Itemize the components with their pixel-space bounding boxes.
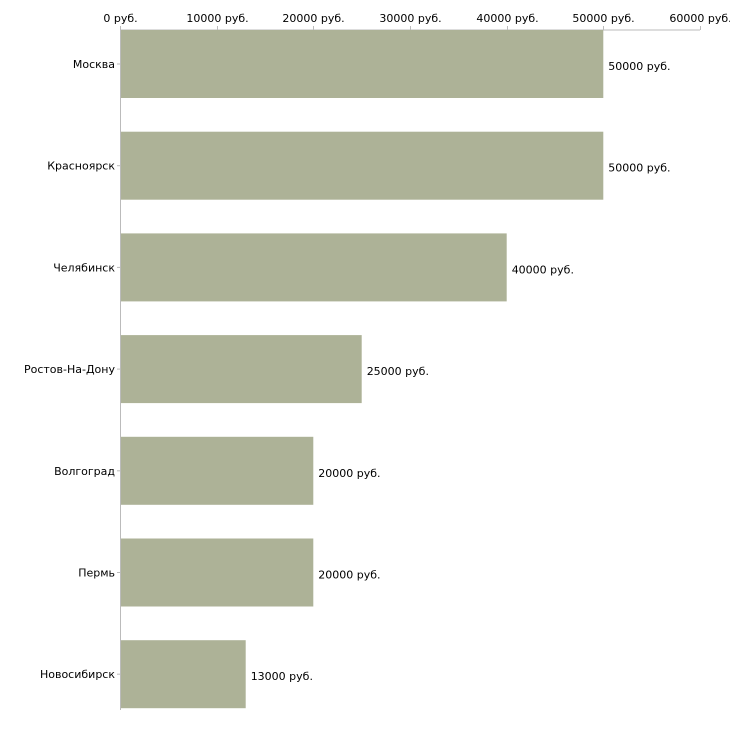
category-label: Пермь <box>78 567 115 580</box>
bar <box>121 233 507 302</box>
x-axis: 0 руб. 10000 руб. 20000 руб. 30000 руб. 4000… <box>103 12 730 31</box>
bar-value-label: 20000 руб. <box>318 569 380 582</box>
bar <box>121 640 246 709</box>
x-tick-label: 40000 руб. <box>476 12 538 25</box>
x-tick-label: 60000 руб. <box>669 12 730 25</box>
bar <box>121 538 314 607</box>
category-label: Москва <box>73 58 115 71</box>
category-label: Волгоград <box>54 465 115 478</box>
x-tick-label: 10000 руб. <box>186 12 248 25</box>
bar <box>121 30 604 98</box>
bar <box>121 335 362 404</box>
x-tick-label: 20000 руб. <box>282 12 344 25</box>
bar-value-label: 50000 руб. <box>608 60 670 73</box>
bars <box>121 30 604 709</box>
bar-value-label: 13000 руб. <box>251 670 313 683</box>
data-labels: 50000 руб. 50000 руб. 40000 руб. 25000 руб.… <box>251 60 671 683</box>
bar-value-label: 25000 руб. <box>367 365 429 378</box>
category-label: Красноярск <box>47 160 115 173</box>
bar <box>121 131 604 200</box>
bar <box>121 436 314 505</box>
x-tick-label: 30000 руб. <box>379 12 441 25</box>
bar-value-label: 40000 руб. <box>512 263 574 276</box>
bar-value-label: 20000 руб. <box>318 467 380 480</box>
x-tick-label: 50000 руб. <box>572 12 634 25</box>
x-tick-label: 0 руб. <box>103 12 137 25</box>
bar-value-label: 50000 руб. <box>608 162 670 175</box>
category-label: Ростов-На-Дону <box>24 363 115 376</box>
category-label: Новосибирск <box>40 668 115 681</box>
category-label: Челябинск <box>53 261 115 274</box>
y-axis: Москва Красноярск Челябинск Ростов-На-Дону В… <box>24 30 121 710</box>
